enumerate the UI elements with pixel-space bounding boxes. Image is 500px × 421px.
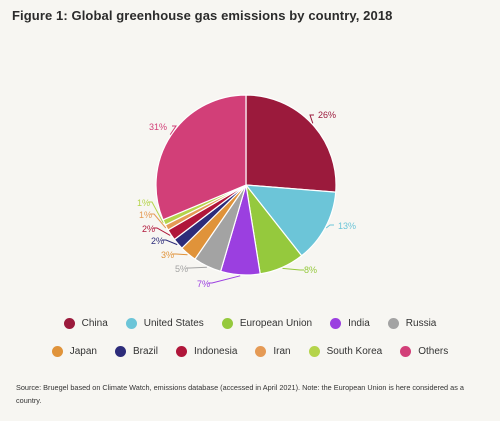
legend-swatch [255,346,266,357]
legend-item-iran: Iran [255,346,290,357]
leader-line-european-union [283,268,305,270]
legend-swatch [115,346,126,357]
leader-line-united-states [326,225,334,228]
data-label-brazil: 2% [151,236,164,246]
source-note: Source: Bruegel based on Climate Watch, … [16,381,488,407]
legend-swatch [330,318,341,329]
leader-line-russia [186,267,207,268]
legend-swatch [400,346,411,357]
legend-swatch [309,346,320,357]
data-label-russia: 5% [175,264,188,274]
data-label-india: 7% [197,279,210,289]
legend-item-european-union: European Union [222,318,312,329]
legend-item-others: Others [400,346,448,357]
legend-label: India [348,318,370,329]
legend-label: United States [144,318,204,329]
data-label-european-union: 8% [304,265,317,275]
legend-label: China [82,318,108,329]
data-label-iran: 1% [139,210,152,220]
data-label-japan: 3% [161,250,174,260]
legend-label: Others [418,346,448,357]
legend-item-united-states: United States [126,318,204,329]
data-label-south-korea: 1% [137,198,150,208]
legend-item-china: China [64,318,108,329]
legend-item-russia: Russia [388,318,437,329]
legend-item-japan: Japan [52,346,97,357]
leader-line-india [208,276,240,283]
legend-swatch [222,318,233,329]
legend-label: Iran [273,346,290,357]
legend-item-indonesia: Indonesia [176,346,237,357]
legend-swatch [176,346,187,357]
legend-label: Brazil [133,346,158,357]
legend-label: Japan [70,346,97,357]
legend-label: Indonesia [194,346,237,357]
legend-label: Russia [406,318,437,329]
data-label-united-states: 13% [338,221,356,231]
legend-item-india: India [330,318,370,329]
legend-swatch [52,346,63,357]
legend-item-south-korea: South Korea [309,346,383,357]
legend-label: South Korea [327,346,383,357]
legend-swatch [388,318,399,329]
legend-swatch [126,318,137,329]
data-label-china: 26% [318,110,336,120]
legend-swatch [64,318,75,329]
data-label-indonesia: 2% [142,224,155,234]
legend-item-brazil: Brazil [115,346,158,357]
data-label-others: 31% [149,122,167,132]
legend-label: European Union [240,318,312,329]
pie-chart: 26% 13% 8% 7% 5%3% 2% 2% 1% 1% 31% [0,0,500,310]
legend-row-1: China United States European Union India Rus… [0,318,500,329]
legend-row-2: Japan Brazil Indonesia Iran South Korea Other… [0,346,500,357]
leader-line-japan [172,254,188,255]
